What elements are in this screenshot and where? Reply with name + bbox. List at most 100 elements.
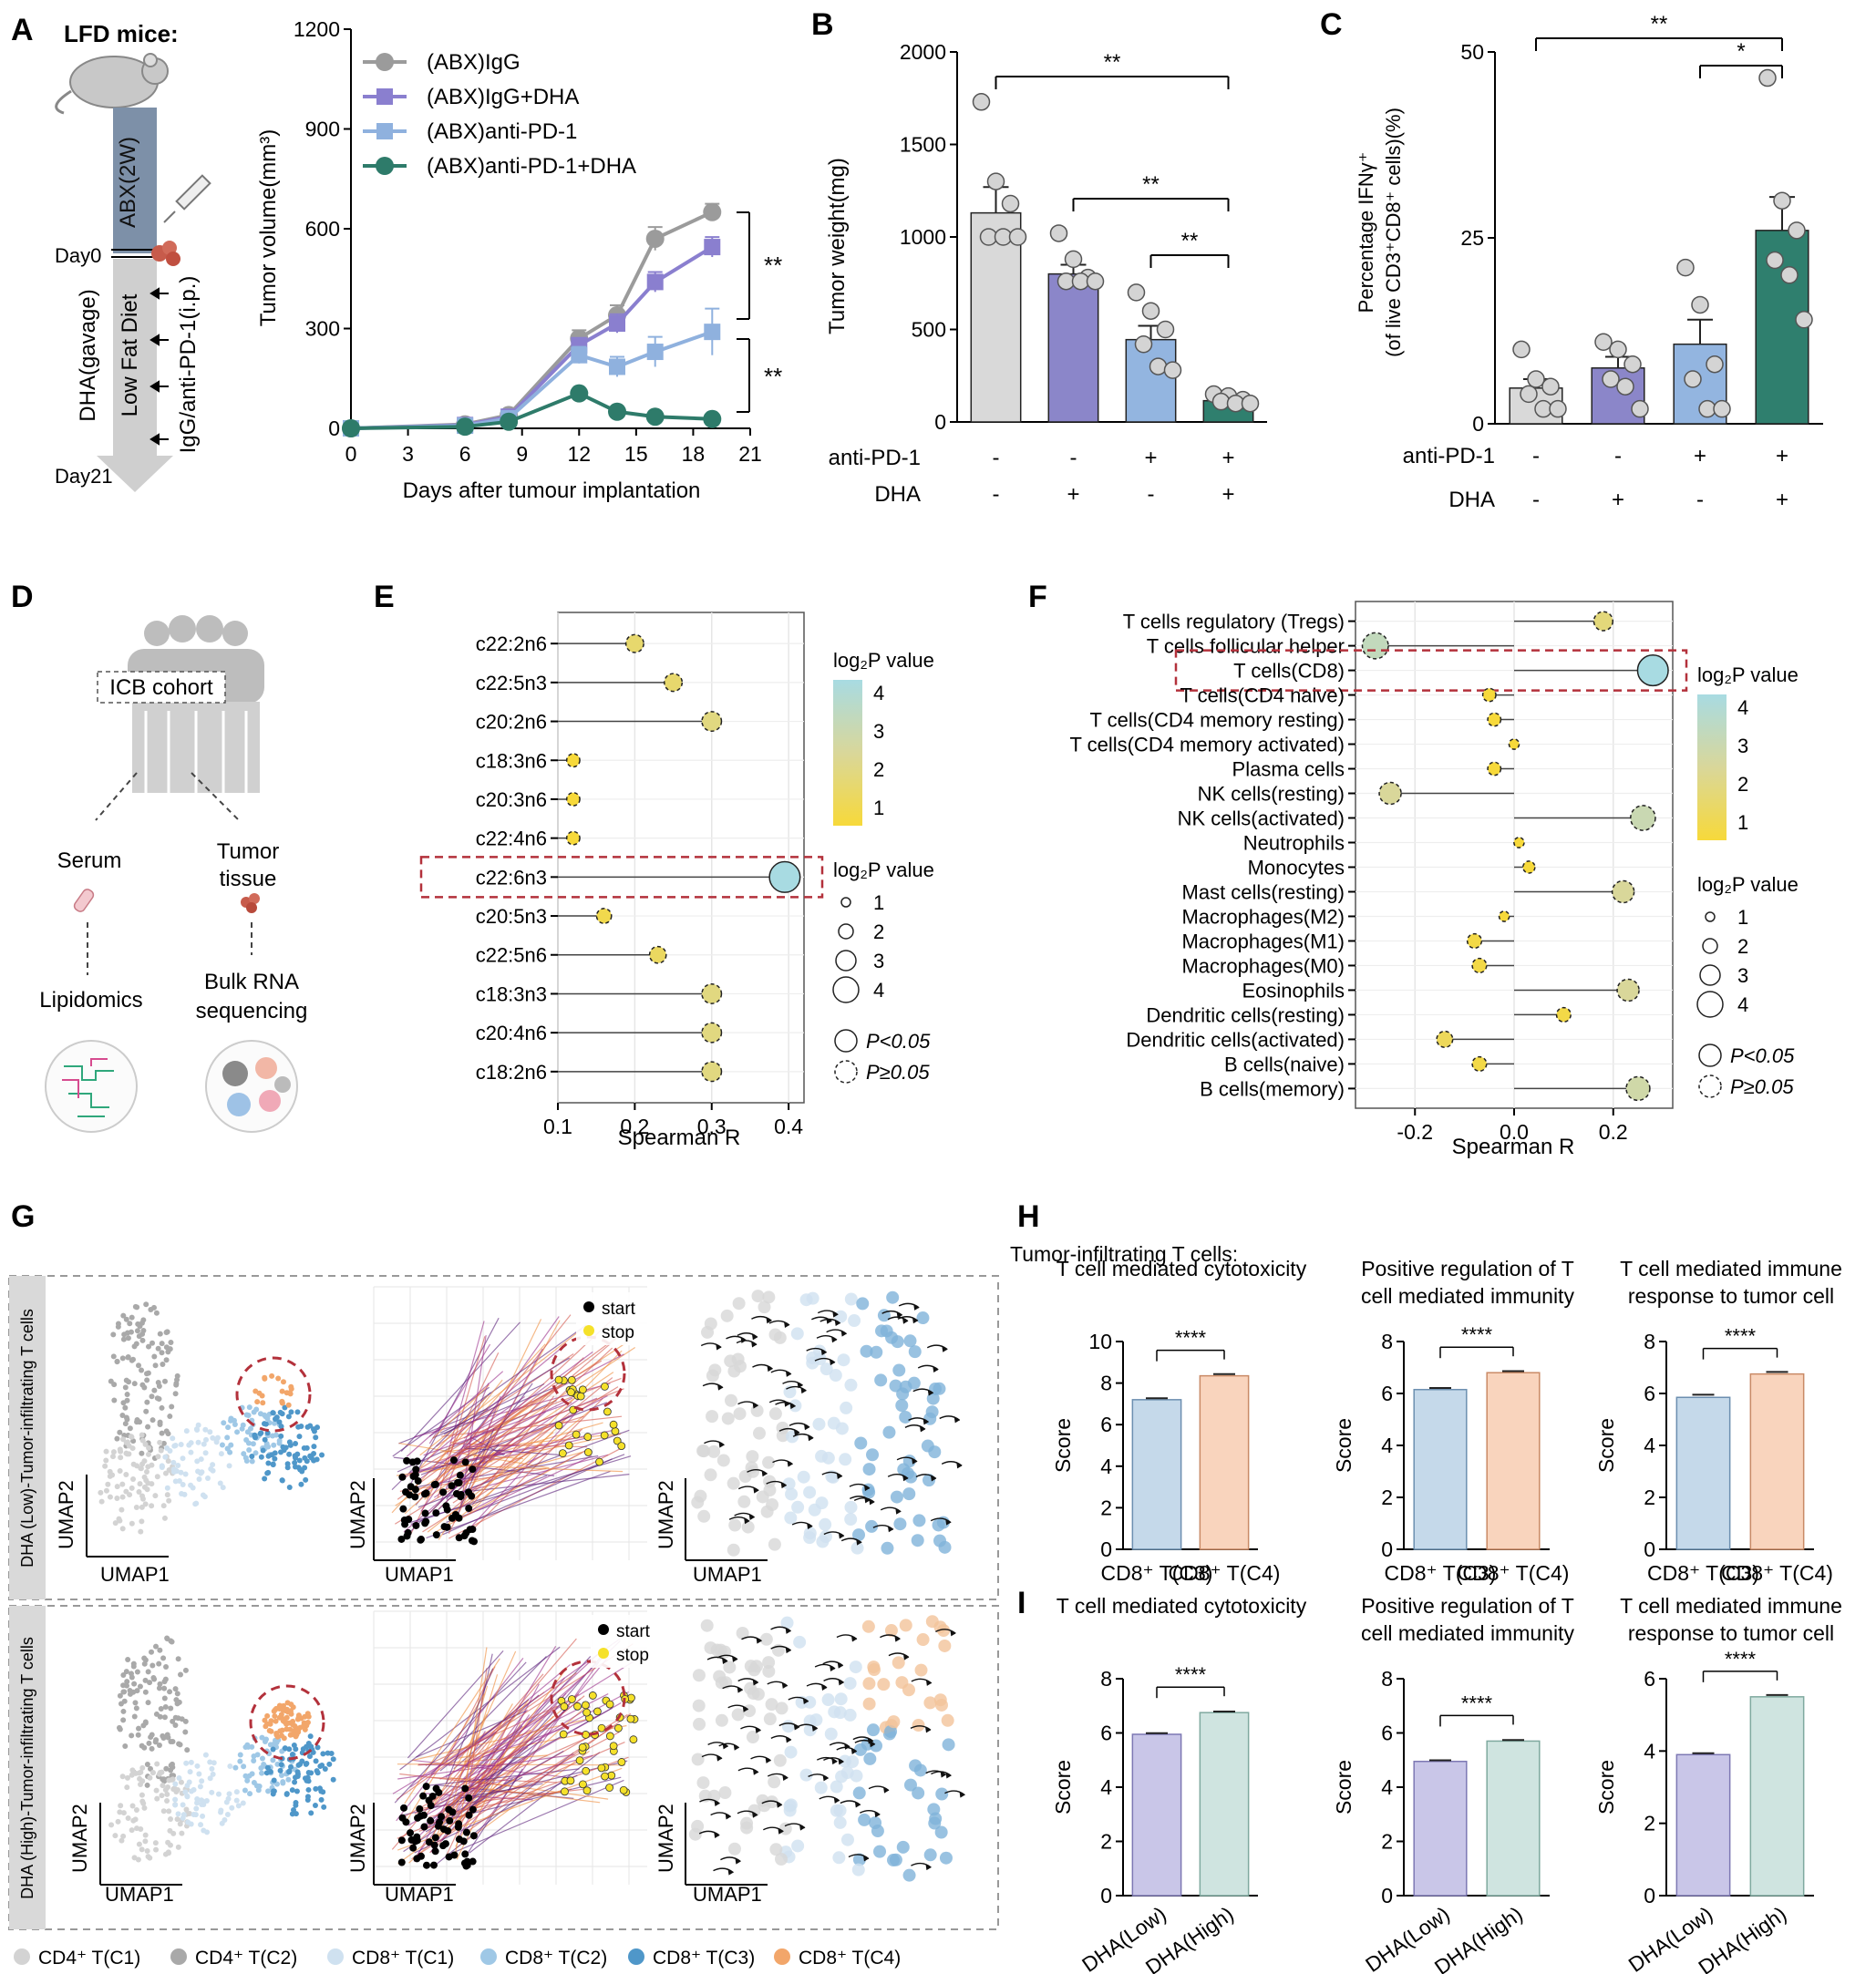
umap-point bbox=[292, 1464, 298, 1470]
stream-arrow bbox=[722, 1743, 728, 1750]
umap-point bbox=[245, 1413, 252, 1419]
stop-point bbox=[605, 1700, 614, 1709]
umap-point bbox=[154, 1795, 160, 1802]
umap-point bbox=[293, 1440, 299, 1446]
umap-point bbox=[172, 1722, 179, 1728]
umap-point bbox=[281, 1702, 287, 1709]
umap-point bbox=[141, 1744, 148, 1751]
size-legend-dot bbox=[1699, 964, 1721, 986]
color-tick-label: 2 bbox=[873, 758, 884, 781]
trajectory-line bbox=[442, 1458, 613, 1536]
stream-arrow bbox=[714, 1831, 720, 1838]
umap-point bbox=[284, 1461, 291, 1467]
data-point bbox=[1713, 399, 1731, 418]
stream-line bbox=[898, 1302, 920, 1309]
stream-line bbox=[806, 1682, 828, 1689]
umap-point bbox=[175, 1463, 181, 1469]
umap-point bbox=[149, 1340, 156, 1346]
start-point bbox=[412, 1521, 420, 1529]
velocity-point bbox=[856, 1297, 870, 1311]
velocity-point bbox=[925, 1615, 939, 1629]
lollipop-point bbox=[701, 711, 723, 733]
velocity-point bbox=[832, 1851, 846, 1865]
y-tick-label: 600 bbox=[305, 217, 340, 241]
start-point bbox=[461, 1850, 469, 1858]
umap-point bbox=[129, 1356, 136, 1362]
condition-value: + bbox=[1067, 482, 1079, 507]
umap-point bbox=[274, 1761, 281, 1767]
stop-point bbox=[582, 1701, 590, 1710]
chart-title: Positive regulation of T bbox=[1361, 1594, 1574, 1618]
trajectory-line bbox=[460, 1667, 568, 1814]
trajectory-line bbox=[464, 1691, 629, 1780]
chart-title: response to tumor cell bbox=[1628, 1284, 1834, 1308]
umap-point bbox=[130, 1663, 137, 1670]
velocity-point bbox=[833, 1804, 847, 1817]
umap-point bbox=[172, 1478, 179, 1485]
velocity-point bbox=[746, 1450, 759, 1464]
umap-point bbox=[278, 1773, 284, 1779]
umap-axis-labels: UMAP1 UMAP2 UMAP1 UMAP2 UMAP1 UMAP2 UMAP… bbox=[55, 1480, 762, 1906]
velocity-point bbox=[793, 1635, 807, 1649]
start-point bbox=[439, 1488, 448, 1496]
x-tick-label: CD8⁺ T(C4) bbox=[1721, 1561, 1833, 1585]
stream-line bbox=[699, 1798, 720, 1804]
stream-line bbox=[792, 1433, 814, 1439]
umap-point bbox=[172, 1781, 179, 1787]
umap-point bbox=[135, 1732, 141, 1738]
stream-line bbox=[791, 1521, 813, 1527]
umap-point bbox=[139, 1798, 146, 1804]
stop-point bbox=[601, 1383, 609, 1391]
umap-point bbox=[182, 1667, 189, 1673]
chart-a-xlabel: Days after tumour implantation bbox=[403, 478, 701, 503]
stream-line bbox=[896, 1456, 918, 1463]
data-point bbox=[1766, 251, 1784, 270]
y-tick-label: 25 bbox=[1460, 226, 1484, 250]
x-tick-label: 3 bbox=[402, 442, 414, 466]
umap-point bbox=[138, 1528, 144, 1535]
umap-point bbox=[143, 1477, 149, 1484]
velocity-point bbox=[785, 1487, 799, 1501]
highlight-circle bbox=[249, 1684, 325, 1761]
umap-point bbox=[301, 1445, 307, 1451]
score-bar bbox=[1486, 1372, 1541, 1550]
umap-point bbox=[142, 1720, 149, 1726]
umap-point bbox=[207, 1759, 213, 1765]
velocity-point bbox=[692, 1699, 706, 1712]
umap-point bbox=[164, 1635, 170, 1641]
umap-scatter bbox=[99, 1635, 336, 1886]
panel-letter-e: E bbox=[374, 580, 395, 614]
series-0 bbox=[342, 202, 722, 437]
velocity-point bbox=[768, 1537, 781, 1551]
y-tick-label: 2 bbox=[1381, 1486, 1393, 1509]
size-legend-dot bbox=[1705, 911, 1716, 922]
data-point bbox=[1008, 228, 1027, 246]
umap-point bbox=[179, 1716, 185, 1722]
umap-point bbox=[172, 1796, 179, 1803]
umap-point bbox=[129, 1314, 135, 1321]
stream-line bbox=[849, 1496, 871, 1501]
stream-line bbox=[737, 1486, 759, 1492]
y-axis-label: Score bbox=[1051, 1418, 1075, 1473]
umap-point bbox=[111, 1382, 118, 1388]
trajectory-line bbox=[399, 1646, 561, 1771]
velocity-point bbox=[812, 1417, 826, 1431]
umap-point bbox=[142, 1838, 149, 1845]
umap-point bbox=[129, 1803, 136, 1809]
umap-point bbox=[139, 1432, 145, 1438]
velocity-point bbox=[852, 1786, 866, 1800]
umap-point bbox=[158, 1447, 164, 1454]
start-point bbox=[428, 1792, 437, 1800]
category-label: Mast cells(resting) bbox=[1182, 880, 1345, 903]
umap-point bbox=[126, 1443, 132, 1449]
sig-legend-label: P<0.05 bbox=[1730, 1044, 1795, 1067]
umap-point bbox=[219, 1820, 225, 1826]
trajectory-line bbox=[423, 1402, 572, 1456]
category-label: c20:4n6 bbox=[476, 1022, 547, 1044]
velocity-point bbox=[762, 1664, 776, 1678]
stream-arrow bbox=[822, 1774, 829, 1782]
umap-point bbox=[119, 1481, 126, 1487]
stream-line bbox=[737, 1332, 758, 1338]
stream-line bbox=[701, 1753, 723, 1760]
velocity-point bbox=[821, 1693, 835, 1707]
